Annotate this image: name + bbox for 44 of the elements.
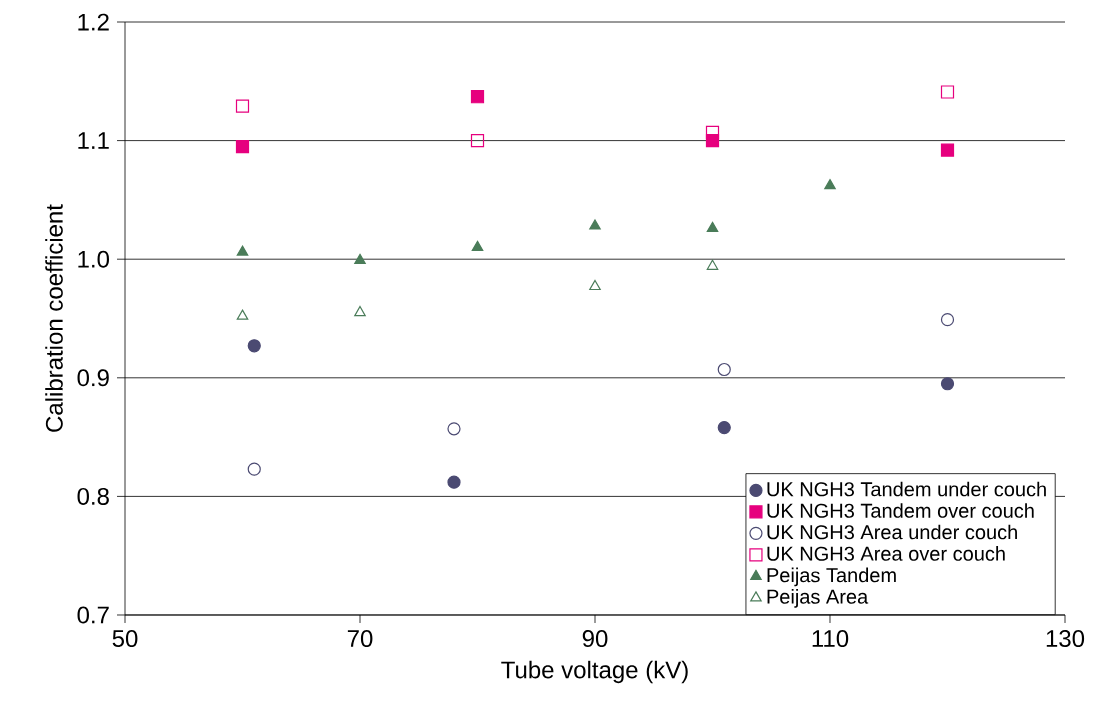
y-tick-label: 1.0 xyxy=(78,250,110,268)
point xyxy=(589,219,601,230)
x-tick-label: 50 xyxy=(112,630,138,648)
legend-label: UK NGH3 Tandem over couch xyxy=(767,503,1034,518)
point xyxy=(447,422,461,436)
legend-label: UK NGH3 Tandem under couch xyxy=(767,481,1046,497)
point xyxy=(940,377,955,391)
x-tick-label: 110 xyxy=(812,630,849,648)
point xyxy=(706,221,719,232)
point xyxy=(705,125,720,139)
x-axis-title: Tube voltage (kV) xyxy=(501,660,688,684)
y-tick-label: 0.9 xyxy=(77,369,109,387)
y-tick-label: 0.7 xyxy=(77,606,109,624)
point xyxy=(247,462,261,476)
y-tick-label: 1.1 xyxy=(78,132,109,149)
legend-label: UK NGH3 Area under couch xyxy=(767,524,1017,540)
point xyxy=(706,259,719,270)
x-tick-label: 70 xyxy=(347,630,373,648)
point xyxy=(235,139,250,154)
point xyxy=(471,240,484,251)
point xyxy=(470,90,485,104)
legend-label: UK NGH3 Area over couch xyxy=(767,546,1005,561)
point xyxy=(717,421,731,435)
point xyxy=(247,339,261,353)
point xyxy=(940,313,955,327)
legend-label: Peijas Area xyxy=(767,589,869,608)
x-tick-label: 90 xyxy=(582,630,608,648)
point xyxy=(589,279,601,291)
legend-label: Peijas Tandem xyxy=(767,567,896,587)
point xyxy=(354,253,366,264)
point xyxy=(717,362,731,377)
point xyxy=(354,305,366,317)
y-tick-label: 0.8 xyxy=(77,487,109,505)
point xyxy=(235,99,250,113)
point xyxy=(236,309,249,320)
point xyxy=(824,179,836,190)
point xyxy=(236,245,249,256)
x-tick-label: 130 xyxy=(1046,630,1085,648)
point xyxy=(940,85,955,99)
y-axis-title: Calibration coefficient xyxy=(45,204,63,432)
point xyxy=(447,475,461,489)
point xyxy=(940,143,955,157)
y-tick-label: 1.2 xyxy=(78,13,109,31)
point xyxy=(470,134,485,148)
